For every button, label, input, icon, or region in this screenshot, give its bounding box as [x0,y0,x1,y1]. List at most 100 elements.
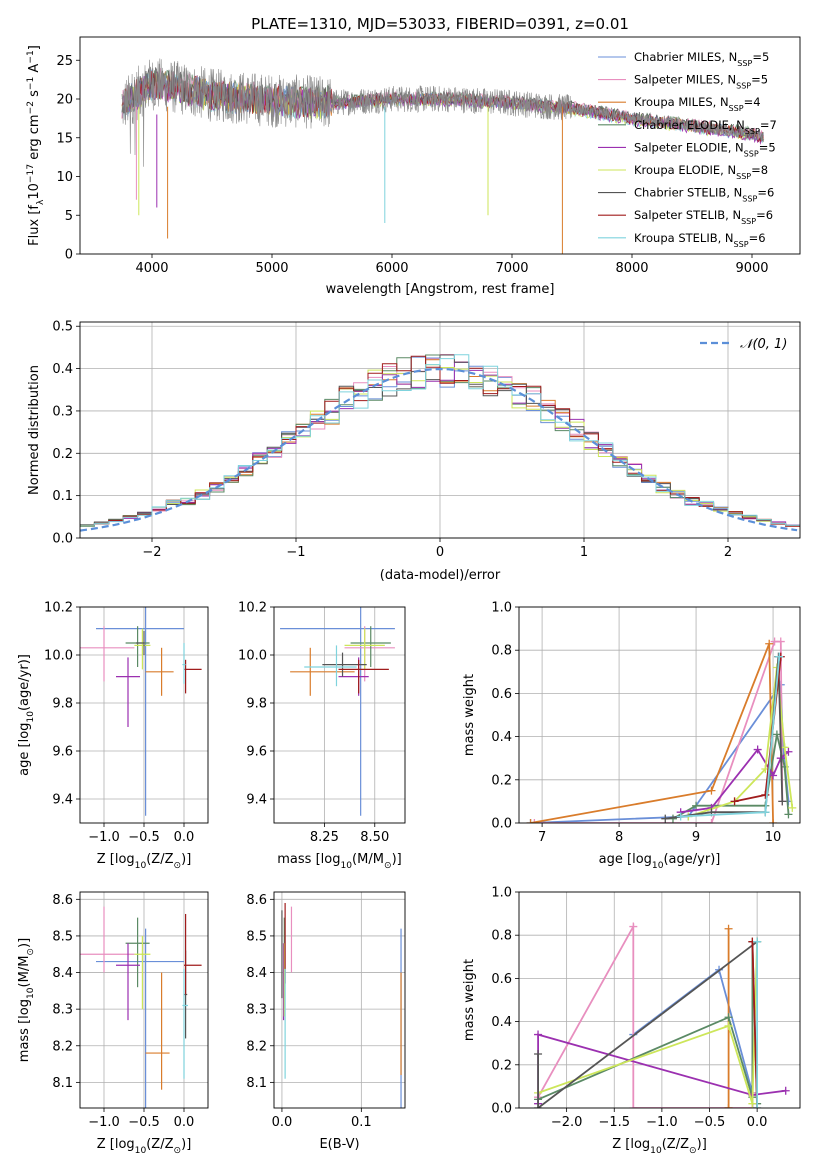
y-tick-label: 0.4 [52,362,73,377]
error-bar [280,607,395,816]
mass-weight-marker [534,1104,543,1108]
x-tick-label: 9000 [735,261,768,276]
y-tick-label: 8.3 [52,1003,73,1018]
axes-frame [273,891,406,1109]
x-tick-label: 2 [724,545,732,560]
x-tick-label: −1.5 [598,1115,630,1130]
x-tick-label: 0.0 [272,1115,293,1130]
axes-frame [518,606,801,824]
massweight_vs_age-panel: 7 8 9 10 0.0 0.2 0.4 0.6 0.8 1.0 age [log10(age/yr… [462,601,801,871]
mass-weight-marker [761,808,770,817]
age_vs_Z-panel: −1.0 −0.5 0.0 9.4 9.6 9.8 10.0 10.2 Z [log10(Z/Z… [17,601,209,871]
y-axis-label: mass weight [462,959,477,1041]
error-bar [184,913,202,995]
axes-frame [79,891,209,1109]
mass-weight-line [530,643,774,823]
legend-label: Salpeter STELIB, NSSP=6 [634,208,773,226]
massweight_vs_Z-plot-area [534,922,790,1108]
spectrum-legend: Chabrier MILES, NSSP=5 Salpeter MILES, NS… [598,50,777,248]
error-bar [182,968,188,1079]
y-tick-label: 0.3 [52,404,73,419]
x-tick-label: 8.25 [310,830,339,845]
mass-weight-marker [526,819,535,823]
y-axis-label: Flux [fλ10−17 erg cm−2 s−1 A−1] [26,45,46,246]
y-tick-label: 9.8 [246,697,267,712]
error-bar [322,652,367,677]
mass-weight-marker [661,814,670,823]
mass-weight-marker [769,771,778,780]
x-tick-label: 8000 [615,261,648,276]
error-bar [80,906,135,973]
age_vs_mass-plot-area [280,607,395,816]
x-axis-label: Z [log10(Z/Z⊙)] [97,1137,192,1156]
mass-weight-line [672,734,790,820]
x-tick-label: −1.0 [88,1115,120,1130]
massweight_vs_age-plot-area [526,637,797,823]
y-tick-label: 8.1 [52,1076,73,1091]
x-tick-label: 5000 [255,261,288,276]
y-tick-label: 25 [56,54,73,69]
y-tick-label: 0.4 [491,1015,512,1030]
legend-label: Chabrier STELIB, NSSP=6 [634,186,774,204]
axes-frame [273,606,406,824]
mass-weight-marker [776,637,785,646]
mass-weight-marker [753,745,762,754]
residuals-plot-area [80,354,800,532]
mass_vs_EBV-plot-area [281,902,402,1108]
y-axis-label: mass weight [462,674,477,756]
x-tick-label: 6000 [375,261,408,276]
mass-weight-marker [788,803,797,812]
mass-weight-marker [748,1099,757,1108]
y-tick-label: 1.0 [491,601,512,616]
y-tick-label: 0.8 [491,929,512,944]
y-tick-label: 8.4 [246,966,267,981]
y-tick-label: 1.0 [491,886,512,901]
legend-label: Kroupa STELIB, NSSP=6 [634,231,766,249]
error-bar [116,657,140,727]
error-bar [344,628,385,670]
x-tick-label: −1.0 [88,830,120,845]
y-tick-label: 8.6 [52,893,73,908]
y-tick-label: 9.4 [52,793,73,808]
mass-weight-marker [769,819,778,823]
error-bar [182,643,186,684]
x-tick-label: 7000 [495,261,528,276]
error-bar [290,647,355,696]
y-tick-label: 8.2 [52,1039,73,1054]
x-tick-label: 7 [538,830,546,845]
mass_vs_EBV-panel: 0.0 0.1 8.1 8.2 8.3 8.4 8.5 8.6 E(B-V) [246,891,406,1152]
mass-weight-marker [775,652,784,661]
legend-label: Salpeter ELODIE, NSSP=5 [634,140,776,158]
mass-weight-marker [534,1030,543,1039]
age_vs_Z-plot-area [80,607,202,816]
axes-frame [79,321,801,539]
error-bar [338,659,389,694]
mass-weight-marker [707,786,716,795]
x-tick-label: 0.1 [351,1115,372,1130]
mass_vs_Z-plot-area [80,906,202,1108]
y-tick-label: 10.0 [238,649,267,664]
y-tick-label: 20 [56,93,73,108]
y-tick-label: 9.6 [246,745,267,760]
error-bar [96,928,184,1108]
x-tick-label: −0.5 [128,830,160,845]
mass-weight-marker [707,819,716,823]
error-bar [350,626,391,667]
mass-weight-marker [778,797,787,806]
y-tick-label: 5 [65,209,73,224]
mass-weight-marker [629,1104,638,1108]
x-axis-label: Z [log10(Z/Z⊙)] [97,852,192,871]
x-tick-label: 10 [765,830,782,845]
y-tick-label: 0.5 [52,320,73,335]
mass-weight-marker [781,1086,790,1095]
x-tick-label: 0.0 [174,830,195,845]
mass-weight-marker [530,819,539,823]
mass-weight-line [688,667,794,818]
y-tick-label: 9.6 [52,745,73,760]
x-tick-label: 0 [436,545,444,560]
y-tick-label: 0.2 [491,1058,512,1073]
y-tick-label: 9.4 [246,793,267,808]
error-bar [344,626,395,682]
x-tick-label: 0.0 [747,1115,768,1130]
y-tick-label: 8.5 [246,929,267,944]
